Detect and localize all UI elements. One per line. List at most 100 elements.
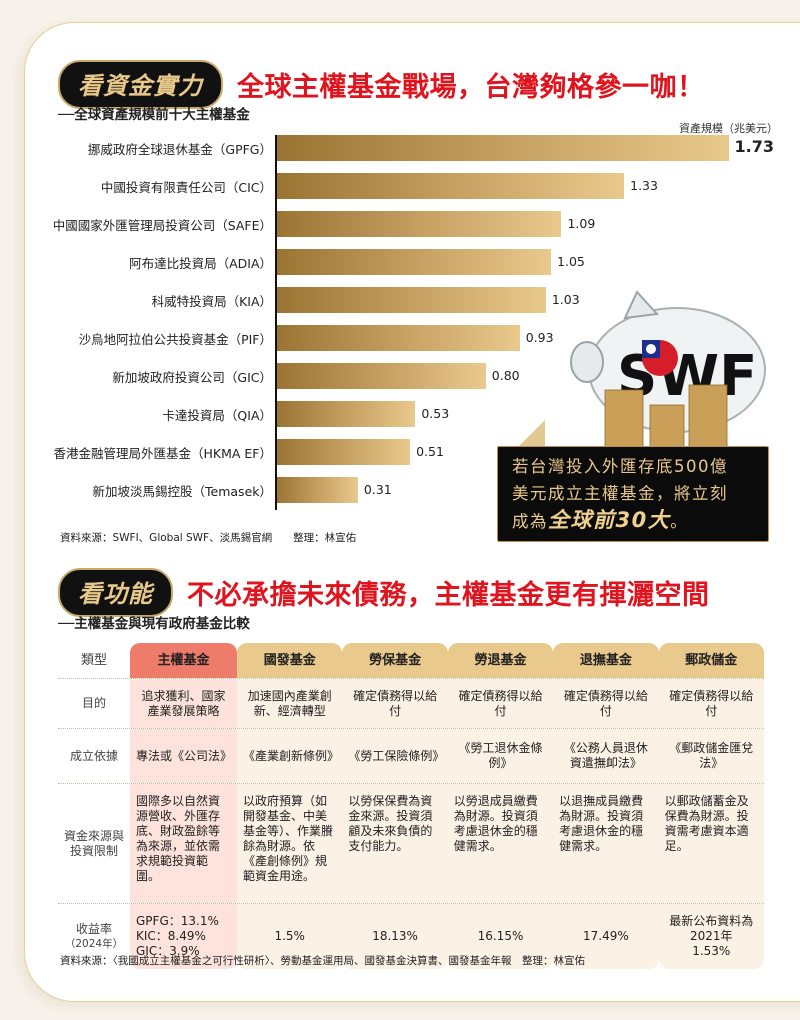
chart-row: 沙烏地阿拉伯公共投資基金（PIF） 0.93 bbox=[0, 320, 800, 358]
bar-value: 0.51 bbox=[416, 444, 444, 459]
header-labor-insurance-fund: 勞保基金 bbox=[342, 643, 448, 678]
table-cell: 最新公布資料為2021年 1.53% bbox=[658, 904, 764, 969]
header-civil-service-pension-fund: 退撫基金 bbox=[553, 643, 659, 678]
row-label: 資金來源與投資限制 bbox=[64, 828, 125, 858]
bar bbox=[277, 439, 411, 465]
section2-pill: 看功能 bbox=[58, 568, 173, 617]
bar-label: 科威特投資局（KIA） bbox=[151, 294, 272, 309]
comparison-table: 類型 主權基金 國發基金 勞保基金 勞退基金 退撫基金 郵政儲金 目的 追求獲利、… bbox=[58, 643, 764, 969]
table-cell: 專法或《公司法》 bbox=[130, 729, 237, 783]
callout-line1: 若台灣投入外匯存底500億 bbox=[512, 457, 728, 476]
bar bbox=[277, 249, 552, 275]
bar-value: 1.73 bbox=[734, 137, 774, 156]
chart-row: 新加坡淡馬錫控股（Temasek） 0.31 bbox=[0, 472, 800, 510]
chart-row: 卡達投資局（QIA） 0.53 bbox=[0, 396, 800, 434]
chart-unit-label: 資產規模（兆美元） bbox=[679, 122, 778, 135]
callout-emphasis: 全球前30大 bbox=[548, 508, 671, 532]
table-cell: 以勞保保費為資金來源。投資須顧及未來負債的支付能力。 bbox=[342, 784, 448, 903]
section1-header: 看資金實力 全球主權基金戰場，台灣夠格參一咖！ bbox=[58, 60, 705, 109]
header-labor-pension-fund: 勞退基金 bbox=[447, 643, 554, 678]
bar-value: 0.80 bbox=[491, 368, 520, 383]
piggy-bank-illustration: SWF bbox=[570, 290, 766, 451]
header-national-development-fund: 國發基金 bbox=[237, 643, 343, 678]
section1-source: 資料來源：SWFI、Global SWF、淡馬錫官網 整理：林宣佑 bbox=[60, 532, 357, 544]
bar bbox=[277, 325, 520, 351]
table-cell: 國際多以自然資源營收、外匯存底、財政盈餘等為來源，並依需求規範投資範圍。 bbox=[130, 784, 237, 903]
table-cell: 確定債務得以給付 bbox=[447, 679, 554, 728]
bar-value: 0.93 bbox=[525, 330, 554, 345]
bar-label: 中國投資有限責任公司（CIC） bbox=[100, 180, 272, 195]
table-cell: 確定債務得以給付 bbox=[342, 679, 448, 728]
header-postal-savings: 郵政儲金 bbox=[658, 643, 764, 678]
bar-value: 1.33 bbox=[630, 178, 658, 193]
table-cell: 《郵政儲金匯兌法》 bbox=[658, 729, 764, 783]
table-header-row: 類型 主權基金 國發基金 勞保基金 勞退基金 退撫基金 郵政儲金 bbox=[58, 643, 764, 679]
bar bbox=[277, 477, 358, 503]
bar-label: 香港金融管理局外匯基金（HKMA EF） bbox=[53, 446, 273, 461]
bar bbox=[277, 401, 416, 427]
table-cell: GPFG：13.1% KIC：8.49% GIC：3.9% bbox=[130, 904, 237, 969]
chart-row: 阿布達比投資局（ADIA） 1.05 bbox=[0, 244, 800, 282]
table-cell: 加速國內產業創新、經濟轉型 bbox=[237, 679, 343, 728]
row-label: 成立依據 bbox=[69, 748, 118, 763]
chart-row: 科威特投資局（KIA） 1.03 bbox=[0, 282, 800, 320]
header-type: 類型 bbox=[80, 653, 107, 668]
table-cell: 1.5% bbox=[237, 904, 343, 969]
bar-value: 1.05 bbox=[557, 254, 585, 269]
callout-line3: 成為全球前30大。 bbox=[512, 508, 689, 532]
row-label: 目的 bbox=[81, 696, 106, 710]
bar-value: 0.31 bbox=[363, 482, 392, 497]
chart-row: 香港金融管理局外匯基金（HKMA EF） 0.51 bbox=[0, 434, 800, 472]
table-cell: 以郵政儲蓄金及保費為財源。投資需考慮資本適足。 bbox=[658, 784, 764, 903]
section1-headline: 全球主權基金戰場，台灣夠格參一咖！ bbox=[237, 72, 705, 103]
bar-label: 新加坡淡馬錫控股（Temasek） bbox=[92, 484, 272, 499]
callout-box: 若台灣投入外匯存底500億 美元成立主權基金，將立刻 成為全球前30大。 bbox=[497, 446, 769, 542]
bar-label: 新加坡政府投資公司（GIC） bbox=[112, 370, 272, 385]
bar-label: 阿布達比投資局（ADIA） bbox=[129, 256, 272, 271]
bar bbox=[277, 173, 625, 199]
chart-axis bbox=[275, 135, 277, 510]
section1-subtitle: ──全球資產規模前十大主權基金 bbox=[58, 107, 250, 123]
bar bbox=[277, 363, 486, 389]
bar-value: 1.03 bbox=[551, 292, 580, 307]
section2-subtitle: ──主權基金與現有政府基金比較 bbox=[58, 616, 250, 632]
table-row-return-rate: 收益率 （2024年） GPFG：13.1% KIC：8.49% GIC：3.9% 1… bbox=[58, 904, 764, 969]
table-cell: 以勞退成員繳費為財源。投資須考慮退休金的穩健需求。 bbox=[447, 784, 554, 903]
callout-pointer bbox=[515, 420, 545, 450]
table-row-legal-basis: 成立依據 專法或《公司法》 《產業創新條例》 《勞工保險條例》 《勞工退休金條例》 《公務… bbox=[58, 729, 764, 784]
bar-label: 中國國家外匯管理局投資公司（SAFE） bbox=[52, 218, 272, 233]
bar-label: 卡達投資局（QIA） bbox=[162, 408, 272, 423]
header-sovereign-fund: 主權基金 bbox=[130, 643, 237, 678]
table-row-funding-source: 資金來源與投資限制 國際多以自然資源營收、外匯存底、財政盈餘等為來源，並依需求規範… bbox=[58, 784, 764, 904]
section1-pill: 看資金實力 bbox=[58, 60, 223, 109]
table-cell: 16.15% bbox=[447, 904, 554, 969]
table-cell: 18.13% bbox=[342, 904, 448, 969]
table-cell: 《公務人員退休資遣撫卹法》 bbox=[553, 729, 659, 783]
bar-value: 1.09 bbox=[567, 216, 596, 231]
table-cell: 以退撫成員繳費為財源。投資須考慮退休金的穩健需求。 bbox=[553, 784, 659, 903]
chart-row: 中國國家外匯管理局投資公司（SAFE） 1.09 bbox=[0, 206, 800, 244]
table-cell: 以政府預算（如開發基金、中美基金等）、作業賸餘為財源。依《產創條例》規範資金用途… bbox=[237, 784, 343, 903]
callout-line2: 美元成立主權基金，將立刻 bbox=[512, 484, 728, 503]
chart-row: 新加坡政府投資公司（GIC） 0.80 bbox=[0, 358, 800, 396]
table-cell: 17.49% bbox=[553, 904, 659, 969]
bar bbox=[277, 211, 562, 237]
section2-header: 看功能 不必承擔未來債務，主權基金更有揮灑空間 bbox=[58, 568, 710, 617]
bar bbox=[277, 135, 729, 161]
table-cell: 追求獲利、國家產業發展策略 bbox=[130, 679, 237, 728]
bar bbox=[277, 287, 546, 313]
table-row-purpose: 目的 追求獲利、國家產業發展策略 加速國內產業創新、經濟轉型 確定債務得以給付 確定債務… bbox=[58, 679, 764, 729]
section2-headline: 不必承擔未來債務，主權基金更有揮灑空間 bbox=[187, 580, 710, 611]
table-cell: 確定債務得以給付 bbox=[553, 679, 659, 728]
section2-source: 資料來源：〈我國成立主權基金之可行性研析〉、勞動基金運用局、國發基金決算書、國發… bbox=[60, 955, 585, 967]
chart-row: 挪威政府全球退休基金（GPFG） 1.73 bbox=[0, 130, 800, 168]
bar-label: 挪威政府全球退休基金（GPFG） bbox=[87, 142, 272, 157]
chart-row: 中國投資有限責任公司（CIC） 1.33 bbox=[0, 168, 800, 206]
table-cell: 《勞工保險條例》 bbox=[342, 729, 448, 783]
table-cell: 《產業創新條例》 bbox=[237, 729, 343, 783]
bar-label: 沙烏地阿拉伯公共投資基金（PIF） bbox=[78, 332, 272, 347]
bar-chart: 挪威政府全球退休基金（GPFG） 1.73 中國投資有限責任公司（CIC） 1.33 中… bbox=[0, 130, 800, 510]
row-label: 收益率 （2024年） bbox=[64, 921, 124, 950]
table-cell: 確定債務得以給付 bbox=[658, 679, 764, 728]
bar-value: 0.53 bbox=[421, 406, 450, 421]
